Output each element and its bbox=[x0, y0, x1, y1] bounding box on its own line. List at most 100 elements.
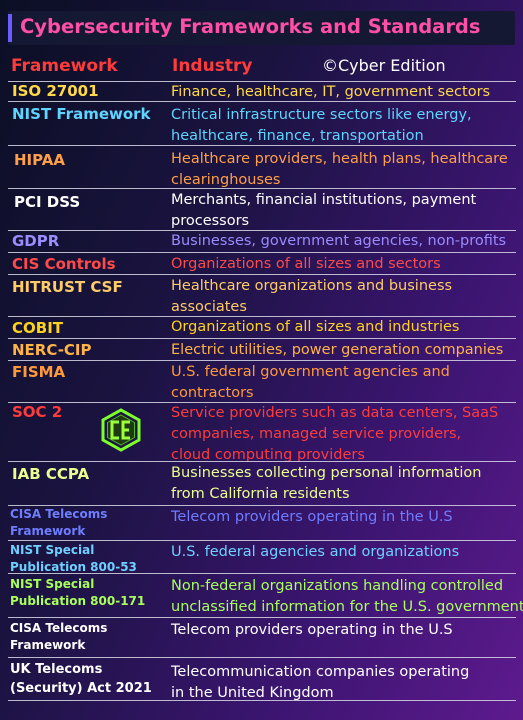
industry-description-line: Service providers such as data centers, … bbox=[171, 405, 499, 421]
industry-description-line: Organizations of all sizes and industrie… bbox=[171, 319, 460, 335]
framework-name-line: (Security) Act 2021 bbox=[10, 681, 152, 696]
row-divider bbox=[8, 402, 516, 403]
industry-description-line: Businesses collecting personal informati… bbox=[171, 465, 482, 481]
industry-description: Telecommunication companies operating in … bbox=[171, 662, 469, 704]
framework-name-line: IAB CCPA bbox=[12, 465, 90, 483]
industry-description-line: Telecommunication companies operating bbox=[171, 664, 470, 680]
industry-description-line: unclassified information for the U.S. go… bbox=[171, 599, 523, 615]
industry-description-line: Telecom providers operating in the U.S bbox=[171, 622, 453, 638]
industry-description-line: Healthcare organizations and business bbox=[171, 278, 453, 294]
row-divider bbox=[8, 338, 516, 339]
industry-description-line: from California residents bbox=[171, 486, 350, 502]
framework-name-line: FISMA bbox=[12, 363, 66, 381]
framework-name-line: CISA Telecoms bbox=[10, 621, 108, 635]
framework-name-line: SOC 2 bbox=[12, 403, 63, 421]
ce-hexagon-logo-icon bbox=[101, 408, 141, 452]
industry-description-line: cloud computing providers bbox=[171, 447, 365, 463]
industry-description: Businesses collecting personal informati… bbox=[171, 463, 481, 505]
industry-description-line: Healthcare providers, health plans, heal… bbox=[171, 151, 508, 167]
framework-name-line: ISO 27001 bbox=[12, 82, 99, 100]
framework-name: NIST Framework bbox=[12, 106, 151, 122]
industry-description: Telecom providers operating in the U.S bbox=[171, 620, 453, 641]
page-title: Cybersecurity Frameworks and Standards bbox=[20, 15, 481, 38]
industry-description: Organizations of all sizes and sectors bbox=[171, 254, 441, 275]
industry-description: Organizations of all sizes and industrie… bbox=[171, 317, 460, 338]
framework-name-line: HITRUST CSF bbox=[12, 278, 123, 296]
framework-name: CISA Telecoms Framework bbox=[10, 620, 107, 654]
framework-column-header: Framework bbox=[11, 56, 118, 76]
industry-description: Healthcare organizations and business ass… bbox=[171, 276, 452, 318]
framework-name: COBIT bbox=[12, 320, 63, 336]
framework-name: GDPR bbox=[12, 233, 59, 249]
framework-name: CIS Controls bbox=[12, 256, 116, 272]
row-divider bbox=[8, 657, 516, 658]
framework-name: SOC 2 bbox=[12, 404, 62, 420]
industry-column-header: Industry bbox=[172, 56, 253, 76]
framework-name: PCI DSS bbox=[14, 194, 80, 210]
framework-name-line: COBIT bbox=[12, 319, 64, 337]
industry-description-line: companies, managed service providers, bbox=[171, 426, 462, 442]
row-divider bbox=[8, 274, 516, 275]
industry-description-line: healthcare, finance, transportation bbox=[171, 128, 424, 144]
row-divider bbox=[8, 252, 516, 253]
industry-description: Healthcare providers, health plans, heal… bbox=[171, 149, 508, 191]
row-divider bbox=[8, 81, 516, 82]
industry-description: U.S. federal agencies and organizations bbox=[171, 542, 459, 563]
framework-name-line: CIS Controls bbox=[12, 255, 116, 273]
framework-name: FISMA bbox=[12, 364, 65, 380]
framework-name: NERC-CIP bbox=[12, 342, 92, 358]
framework-name: IAB CCPA bbox=[12, 466, 89, 482]
row-divider bbox=[8, 700, 516, 701]
framework-name-line: Framework bbox=[10, 638, 86, 652]
framework-name-line: NERC-CIP bbox=[12, 341, 92, 359]
row-divider bbox=[8, 505, 516, 506]
row-divider bbox=[8, 540, 516, 541]
industry-description-line: Non-federal organizations handling contr… bbox=[171, 578, 504, 594]
framework-name-line: Publication 800-171 bbox=[10, 594, 146, 608]
framework-name: NIST Special Publication 800-171 bbox=[10, 576, 145, 610]
framework-name: UK Telecoms (Security) Act 2021 bbox=[10, 660, 152, 698]
industry-description-line: associates bbox=[171, 299, 247, 315]
row-divider bbox=[8, 101, 516, 102]
row-divider bbox=[8, 145, 516, 146]
industry-description-line: Businesses, government agencies, non-pro… bbox=[171, 233, 507, 249]
industry-description-line: Merchants, financial institutions, payme… bbox=[171, 192, 477, 208]
framework-name-line: CISA Telecoms bbox=[10, 507, 108, 521]
framework-name: HITRUST CSF bbox=[12, 279, 123, 295]
framework-name-line: HIPAA bbox=[14, 151, 65, 169]
row-divider bbox=[8, 230, 516, 231]
framework-name-line: Framework bbox=[10, 524, 86, 538]
framework-name-line: NIST Special bbox=[10, 577, 95, 591]
framework-name-line: NIST Framework bbox=[12, 105, 151, 123]
framework-name: ISO 27001 bbox=[12, 83, 99, 99]
row-divider bbox=[8, 461, 516, 462]
framework-name: CISA Telecoms Framework bbox=[10, 506, 107, 540]
industry-description: Critical infrastructure sectors like ene… bbox=[171, 105, 472, 147]
industry-description: Businesses, government agencies, non-pro… bbox=[171, 231, 506, 252]
industry-description-line: in the United Kingdom bbox=[171, 685, 334, 701]
industry-description-line: clearinghouses bbox=[171, 172, 281, 188]
framework-name-line: NIST Special bbox=[10, 543, 95, 557]
industry-description: Electric utilities, power generation com… bbox=[171, 340, 503, 361]
framework-name-line: UK Telecoms bbox=[10, 662, 103, 677]
industry-description: Telecom providers operating in the U.S bbox=[171, 507, 453, 528]
industry-description-line: contractors bbox=[171, 385, 254, 401]
industry-description-line: Organizations of all sizes and sectors bbox=[171, 256, 441, 272]
row-divider bbox=[8, 617, 516, 618]
industry-description-line: Telecom providers operating in the U.S bbox=[171, 509, 453, 525]
watermark: ©Cyber Edition bbox=[322, 56, 446, 75]
title-bar: Cybersecurity Frameworks and Standards bbox=[8, 11, 515, 45]
framework-name-line: PCI DSS bbox=[14, 193, 81, 211]
industry-description-line: U.S. federal agencies and organizations bbox=[171, 544, 460, 560]
row-divider bbox=[8, 188, 516, 189]
industry-description: Non-federal organizations handling contr… bbox=[171, 576, 523, 618]
row-divider bbox=[8, 573, 516, 574]
framework-name-line: GDPR bbox=[12, 232, 60, 250]
row-divider bbox=[8, 360, 516, 361]
industry-description-line: processors bbox=[171, 213, 250, 229]
industry-description: Service providers such as data centers, … bbox=[171, 403, 498, 466]
industry-description: Merchants, financial institutions, payme… bbox=[171, 190, 476, 232]
industry-description-line: Critical infrastructure sectors like ene… bbox=[171, 107, 472, 123]
industry-description: U.S. federal government agencies and cont… bbox=[171, 362, 450, 404]
